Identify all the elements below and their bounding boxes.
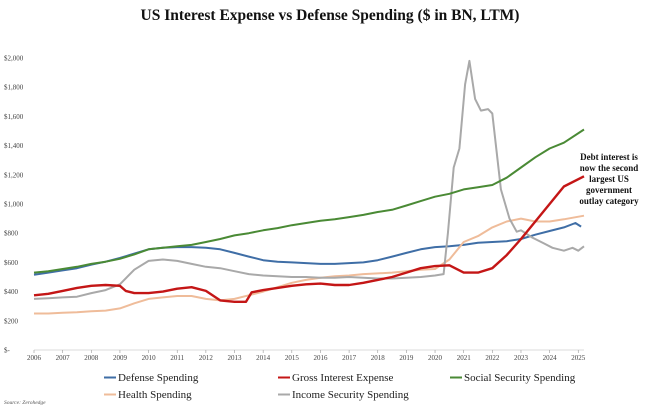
y-axis: $- $200 $400 $600 $800 $1,000 $1,200 $1,400 $1,6…: [4, 55, 24, 355]
annotation-line: now the second: [580, 163, 639, 173]
y-tick-label: $400: [4, 288, 19, 296]
x-tick-label: 2008: [84, 354, 99, 362]
x-tick-label: 2025: [571, 354, 586, 362]
y-tick-label: $1,800: [4, 84, 24, 92]
x-tick-label: 2013: [228, 354, 243, 362]
y-tick-label: $200: [4, 317, 19, 325]
x-tick-label: 2021: [457, 354, 472, 362]
series-layer: [33, 59, 585, 315]
annotation-line: Debt interest is: [580, 152, 638, 162]
x-tick-label: 2011: [170, 354, 184, 362]
y-tick-label: $1,600: [4, 113, 24, 121]
y-tick-label: $600: [4, 259, 19, 267]
x-tick-label: 2014: [256, 354, 271, 362]
legend-label: Defense Spending: [118, 372, 199, 384]
y-tick-label: $-: [4, 347, 11, 355]
series-line-gross-interest-expense: [33, 175, 585, 303]
x-tick-label: 2019: [399, 354, 414, 362]
y-tick-label: $1,000: [4, 201, 24, 209]
y-tick-label: $800: [4, 230, 19, 238]
x-tick-label: 2024: [543, 354, 558, 362]
x-tick-label: 2009: [113, 354, 128, 362]
x-tick-label: 2012: [199, 354, 214, 362]
x-tick-label: 2015: [285, 354, 300, 362]
annotation-line: outlay category: [579, 196, 639, 206]
x-tick-label: 2020: [428, 354, 443, 362]
chart-title: US Interest Expense vs Defense Spending …: [141, 7, 520, 24]
x-tick-label: 2018: [371, 354, 386, 362]
legend-label: Health Spending: [118, 389, 192, 401]
y-tick-label: $2,000: [4, 55, 24, 63]
series-line-social-security-spending: [33, 128, 585, 274]
legend: Defense Spending Gross Interest Expense So…: [104, 372, 576, 401]
y-tick-label: $1,200: [4, 171, 24, 179]
legend-label: Income Security Spending: [292, 389, 409, 401]
y-tick-label: $1,400: [4, 142, 24, 150]
legend-label: Gross Interest Expense: [292, 372, 394, 384]
source-note: Source: Zerohedge: [4, 400, 46, 406]
annotation-line: largest US: [589, 174, 629, 184]
series-line-health-spending: [34, 214, 585, 315]
x-tick-label: 2022: [485, 354, 500, 362]
x-tick-label: 2006: [27, 354, 42, 362]
x-tick-label: 2017: [342, 354, 357, 362]
x-tick-label: 2010: [142, 354, 157, 362]
legend-label: Social Security Spending: [464, 372, 576, 384]
series-line-defense-spending: [33, 222, 582, 276]
x-tick-label: 2016: [313, 354, 328, 362]
x-axis: 2006 2007 2008 2009 2010 2011 2012 2013 2014 2015…: [27, 349, 586, 362]
annotation-line: government: [586, 185, 632, 195]
x-tick-label: 2007: [56, 354, 71, 362]
x-tick-label: 2023: [514, 354, 529, 362]
